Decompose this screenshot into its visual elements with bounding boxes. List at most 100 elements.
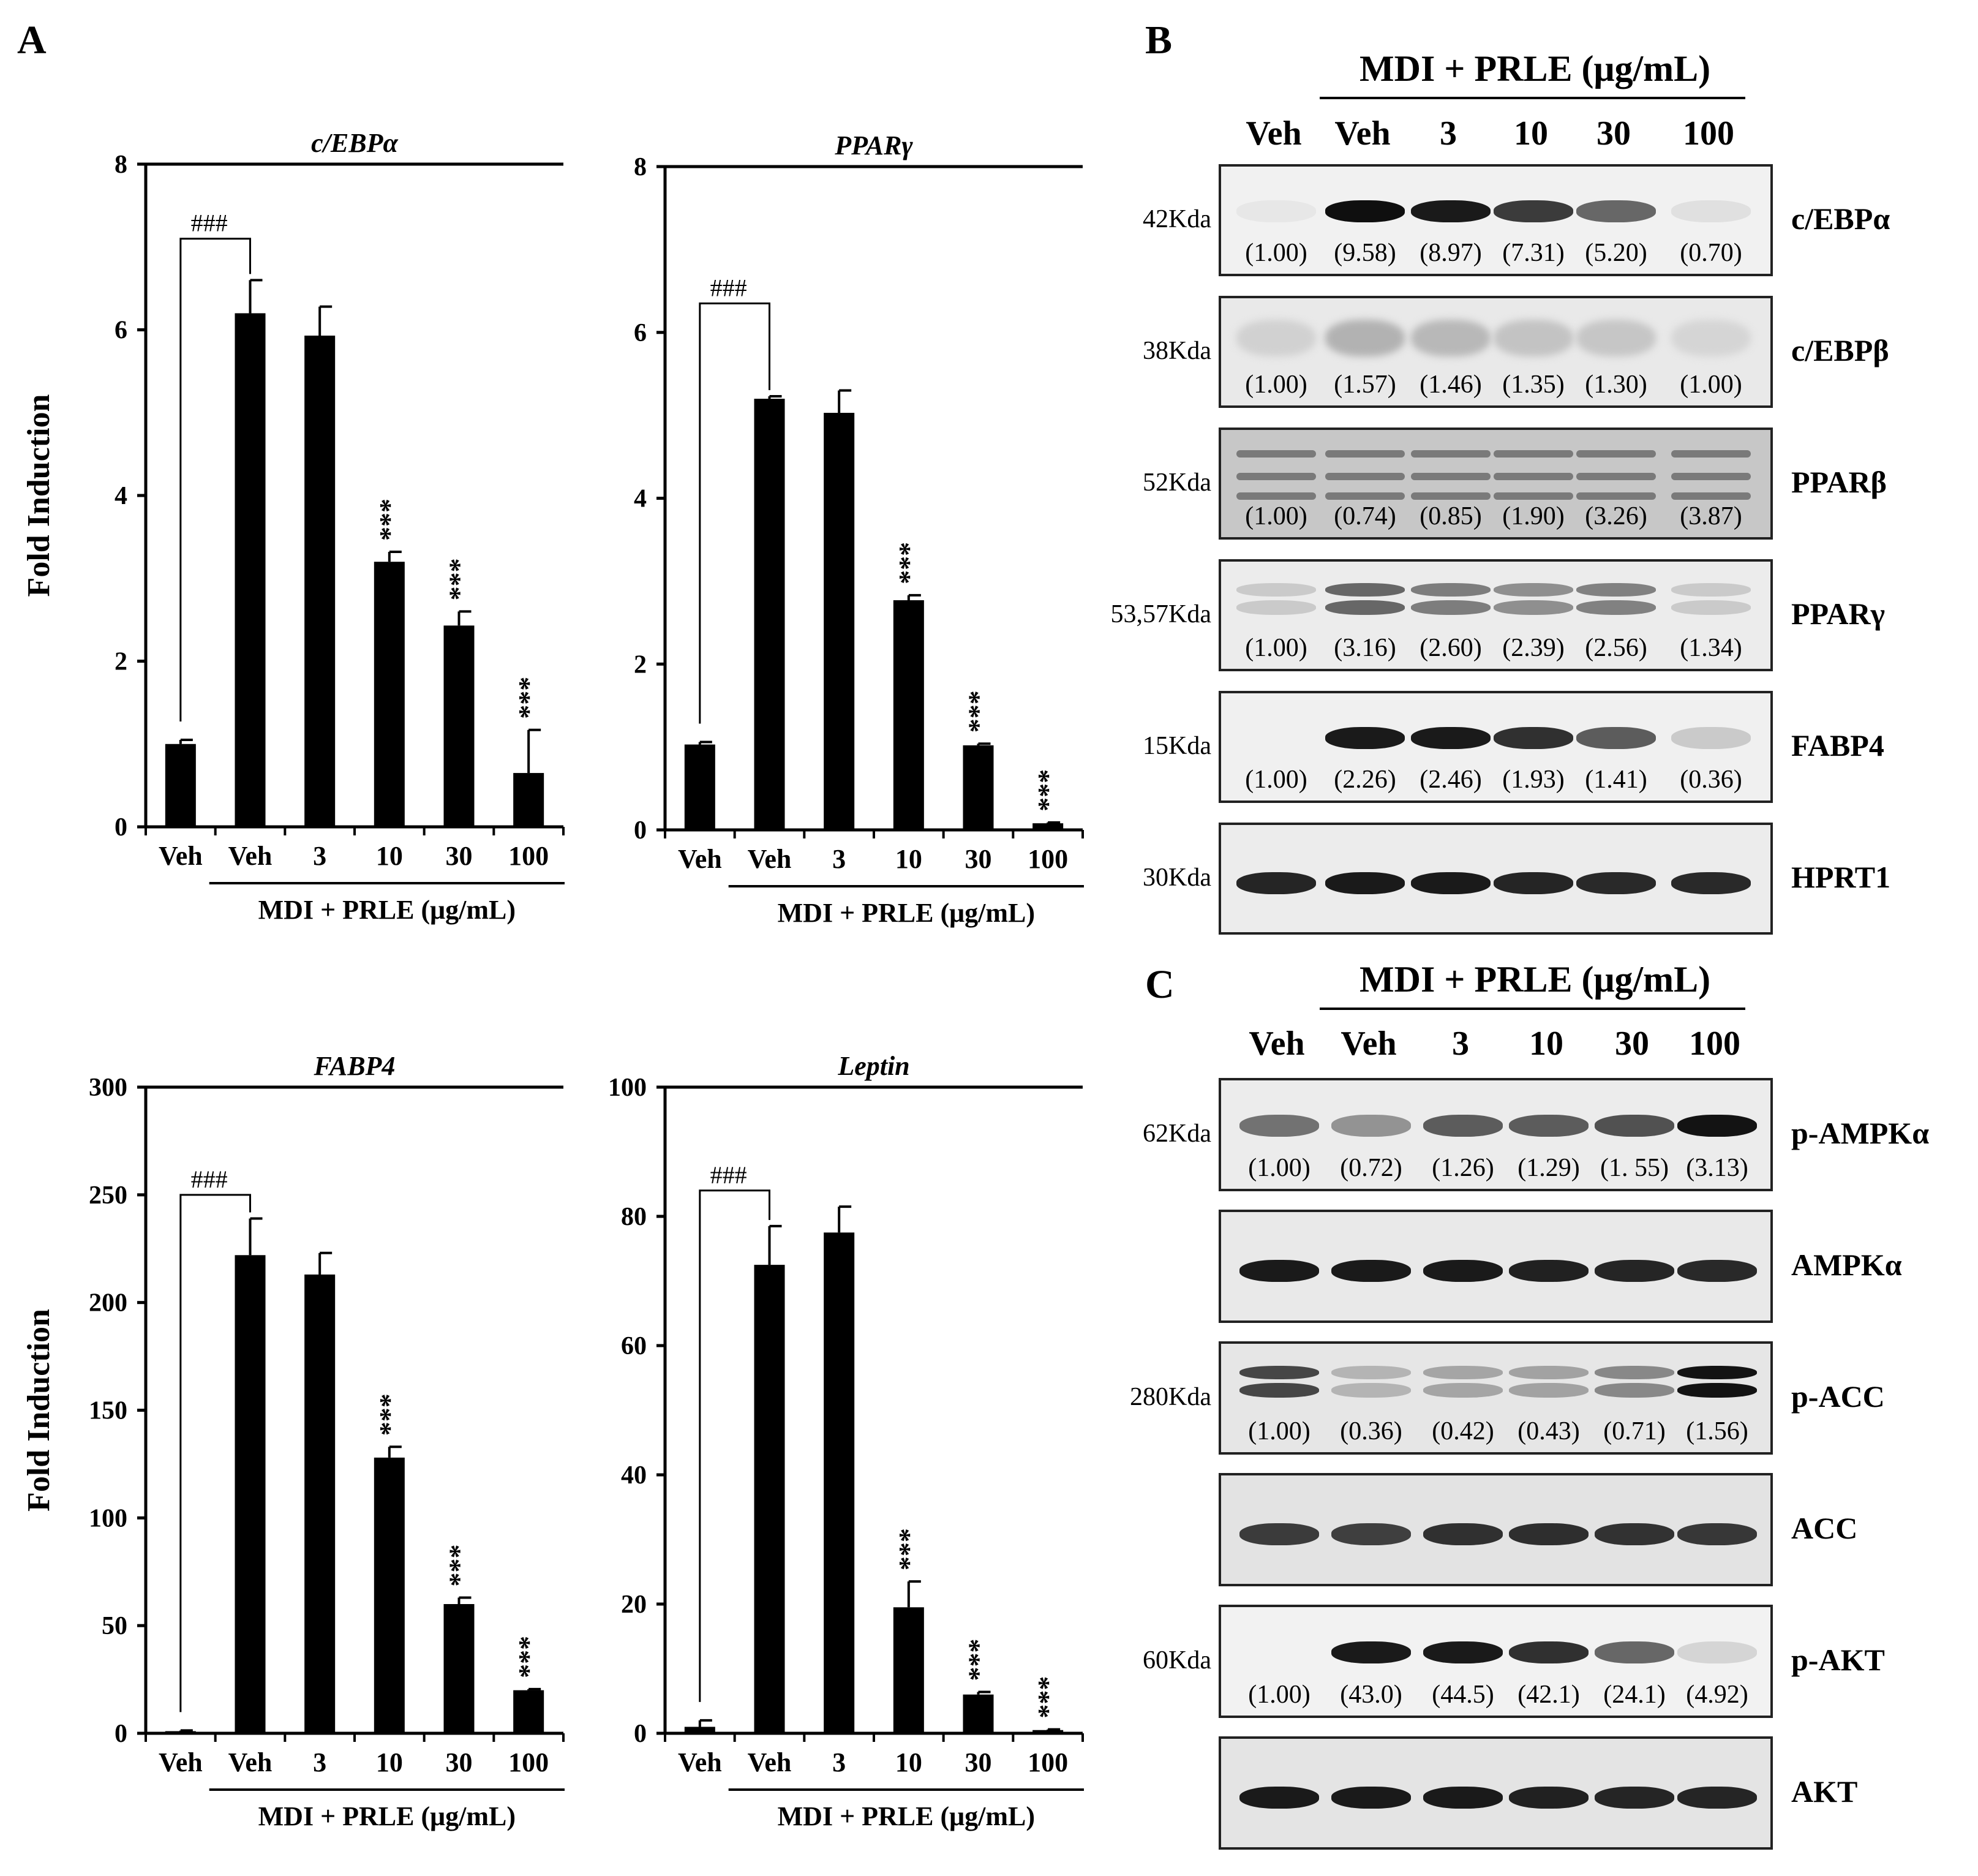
densitometry-value: (1.46) <box>1420 371 1482 399</box>
chart1-x-tick-label: Veh <box>159 841 203 871</box>
chart3-x-tick-label: 3 <box>313 1747 326 1777</box>
band <box>1494 872 1573 894</box>
molecular-weight-label: 30Kda <box>1143 863 1211 892</box>
band <box>1677 1365 1757 1379</box>
densitometry-value: (7.31) <box>1502 239 1565 267</box>
chart1-group-label: MDI + PRLE (μg/mL) <box>258 895 516 925</box>
band <box>1423 1259 1503 1282</box>
chart3-group-label: MDI + PRLE (μg/mL) <box>258 1801 516 1831</box>
chart4-title: Leptin <box>837 1051 909 1081</box>
band <box>1671 319 1751 356</box>
molecular-weight-label: 280Kda <box>1130 1382 1211 1411</box>
chart3-bar <box>304 1274 336 1733</box>
chart3-y-tick-label: 150 <box>89 1397 127 1425</box>
densitometry-value: (1.93) <box>1502 766 1565 794</box>
band <box>1509 1786 1589 1809</box>
densitometry-value: (1.29) <box>1517 1154 1580 1182</box>
band <box>1576 319 1656 356</box>
protein-label: HPRT1 <box>1791 859 1891 894</box>
lane-label: 100 <box>1683 115 1734 153</box>
lane-label: Veh <box>1334 115 1391 153</box>
chart2-bar <box>963 745 994 830</box>
chart1-bar <box>443 625 475 827</box>
densitometry-value: (24.1) <box>1603 1681 1666 1709</box>
molecular-weight-label: 15Kda <box>1143 731 1211 760</box>
protein-label: FABP4 <box>1791 728 1884 763</box>
blot-row-c/EBPβ: (1.00) (1.57) (1.46) (1.35) (1.30) (1.00) <box>1219 296 1773 408</box>
densitometry-value: (2.39) <box>1502 634 1565 662</box>
band <box>1239 1786 1319 1809</box>
band <box>1595 1365 1674 1379</box>
chart4-bracket-label: ### <box>710 1161 747 1189</box>
chart4-significance-marker: *** <box>1032 1676 1063 1719</box>
densitometry-value: (1.00) <box>1248 1154 1311 1182</box>
band <box>1677 1259 1757 1282</box>
chart1-title: c/EBPα <box>311 128 398 158</box>
band <box>1411 472 1491 480</box>
densitometry-value: (1.00) <box>1248 1681 1311 1709</box>
densitometry-value: (43.0) <box>1340 1681 1402 1709</box>
chart4-bar <box>1032 1730 1064 1733</box>
protein-label: c/EBPβ <box>1791 333 1889 367</box>
band <box>1677 1641 1757 1663</box>
blot-row-ACC <box>1219 1473 1773 1586</box>
chart2-x-tick-label: 10 <box>895 844 922 874</box>
lane-label: 10 <box>1514 115 1548 153</box>
blot-row-HPRT1 <box>1219 823 1773 935</box>
molecular-weight-label: 52Kda <box>1143 468 1211 497</box>
blot-row-PPARβ: (1.00) (0.74) (0.85) (1.90) (3.26) (3.87) <box>1219 428 1773 540</box>
band <box>1671 450 1751 458</box>
lane-label: 100 <box>1689 1025 1740 1063</box>
densitometry-value: (0.36) <box>1680 766 1742 794</box>
chart3-bracket-label: ### <box>191 1166 228 1193</box>
band <box>1331 1382 1411 1398</box>
protein-label: PPARγ <box>1791 596 1885 631</box>
chart3-significance-marker: *** <box>443 1544 475 1586</box>
band <box>1494 600 1573 615</box>
chart4-bar <box>893 1607 924 1733</box>
densitometry-value: (0.70) <box>1680 239 1742 267</box>
band <box>1325 200 1405 222</box>
chart1-significance-marker: *** <box>513 677 544 719</box>
chart3-x-tick-label: 30 <box>446 1747 473 1777</box>
band <box>1671 492 1751 500</box>
chart4-x-tick-label: 3 <box>832 1747 846 1777</box>
blot-row-p-ACC: (1.00) (0.36) (0.42) (0.43) (0.71) (1.56) <box>1219 1341 1773 1455</box>
chart2-x-tick-label: Veh <box>678 844 722 874</box>
densitometry-value: (1.00) <box>1245 371 1307 399</box>
lane-label: 3 <box>1440 115 1457 153</box>
band <box>1411 200 1491 222</box>
chart4-y-tick-label: 60 <box>621 1332 647 1360</box>
blot-row-FABP4: (1.00) (2.26) (2.46) (1.93) (1.41) (0.36) <box>1219 691 1773 803</box>
band <box>1494 726 1573 749</box>
band <box>1494 472 1573 480</box>
band <box>1325 872 1405 894</box>
protein-label: AMPKα <box>1791 1247 1902 1282</box>
densitometry-value: (0.71) <box>1603 1417 1666 1445</box>
densitometry-value: (1.00) <box>1680 371 1742 399</box>
densitometry-value: (1.00) <box>1245 239 1307 267</box>
band <box>1423 1523 1503 1545</box>
densitometry-value: (1.00) <box>1245 766 1307 794</box>
densitometry-value: (44.5) <box>1432 1681 1494 1709</box>
densitometry-value: (1.35) <box>1502 371 1565 399</box>
band <box>1236 582 1316 597</box>
band <box>1423 1114 1503 1137</box>
band <box>1236 200 1316 222</box>
chart1-significance-bracket <box>179 238 251 721</box>
band <box>1239 1365 1319 1379</box>
densitometry-value: (42.1) <box>1517 1681 1580 1709</box>
blot-header-underline <box>1320 1008 1745 1010</box>
band <box>1509 1382 1589 1398</box>
chart3-y-tick-label: 300 <box>89 1074 127 1102</box>
chart2-significance-marker: *** <box>963 690 994 733</box>
chart4-y-tick-label: 40 <box>621 1461 647 1490</box>
chart4-x-tick-label: Veh <box>748 1747 792 1777</box>
molecular-weight-label: 38Kda <box>1143 336 1211 365</box>
band <box>1325 472 1405 480</box>
band <box>1331 1259 1411 1282</box>
chart3-y-tick-label: 0 <box>115 1720 127 1748</box>
chart1-significance-marker: *** <box>443 558 475 600</box>
band <box>1671 200 1751 222</box>
band <box>1509 1523 1589 1545</box>
